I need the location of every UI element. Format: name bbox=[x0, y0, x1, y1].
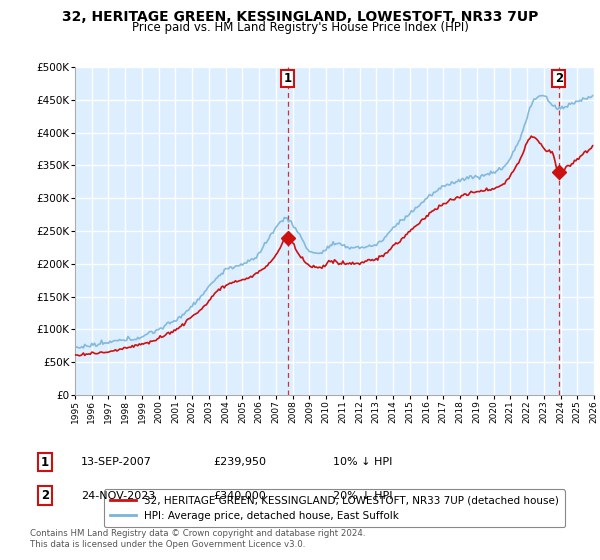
Text: 24-NOV-2023: 24-NOV-2023 bbox=[81, 491, 155, 501]
Text: 13-SEP-2007: 13-SEP-2007 bbox=[81, 457, 152, 467]
Text: 20% ↓ HPI: 20% ↓ HPI bbox=[333, 491, 392, 501]
Text: Price paid vs. HM Land Registry's House Price Index (HPI): Price paid vs. HM Land Registry's House … bbox=[131, 21, 469, 34]
Text: £340,000: £340,000 bbox=[213, 491, 266, 501]
Text: £239,950: £239,950 bbox=[213, 457, 266, 467]
Text: 2: 2 bbox=[555, 72, 563, 85]
Legend: 32, HERITAGE GREEN, KESSINGLAND, LOWESTOFT, NR33 7UP (detached house), HPI: Aver: 32, HERITAGE GREEN, KESSINGLAND, LOWESTO… bbox=[104, 489, 565, 527]
Text: 2: 2 bbox=[41, 489, 49, 502]
Text: 10% ↓ HPI: 10% ↓ HPI bbox=[333, 457, 392, 467]
Text: 1: 1 bbox=[41, 455, 49, 469]
Text: 32, HERITAGE GREEN, KESSINGLAND, LOWESTOFT, NR33 7UP: 32, HERITAGE GREEN, KESSINGLAND, LOWESTO… bbox=[62, 10, 538, 24]
Text: 1: 1 bbox=[284, 72, 292, 85]
Text: Contains HM Land Registry data © Crown copyright and database right 2024.
This d: Contains HM Land Registry data © Crown c… bbox=[30, 529, 365, 549]
